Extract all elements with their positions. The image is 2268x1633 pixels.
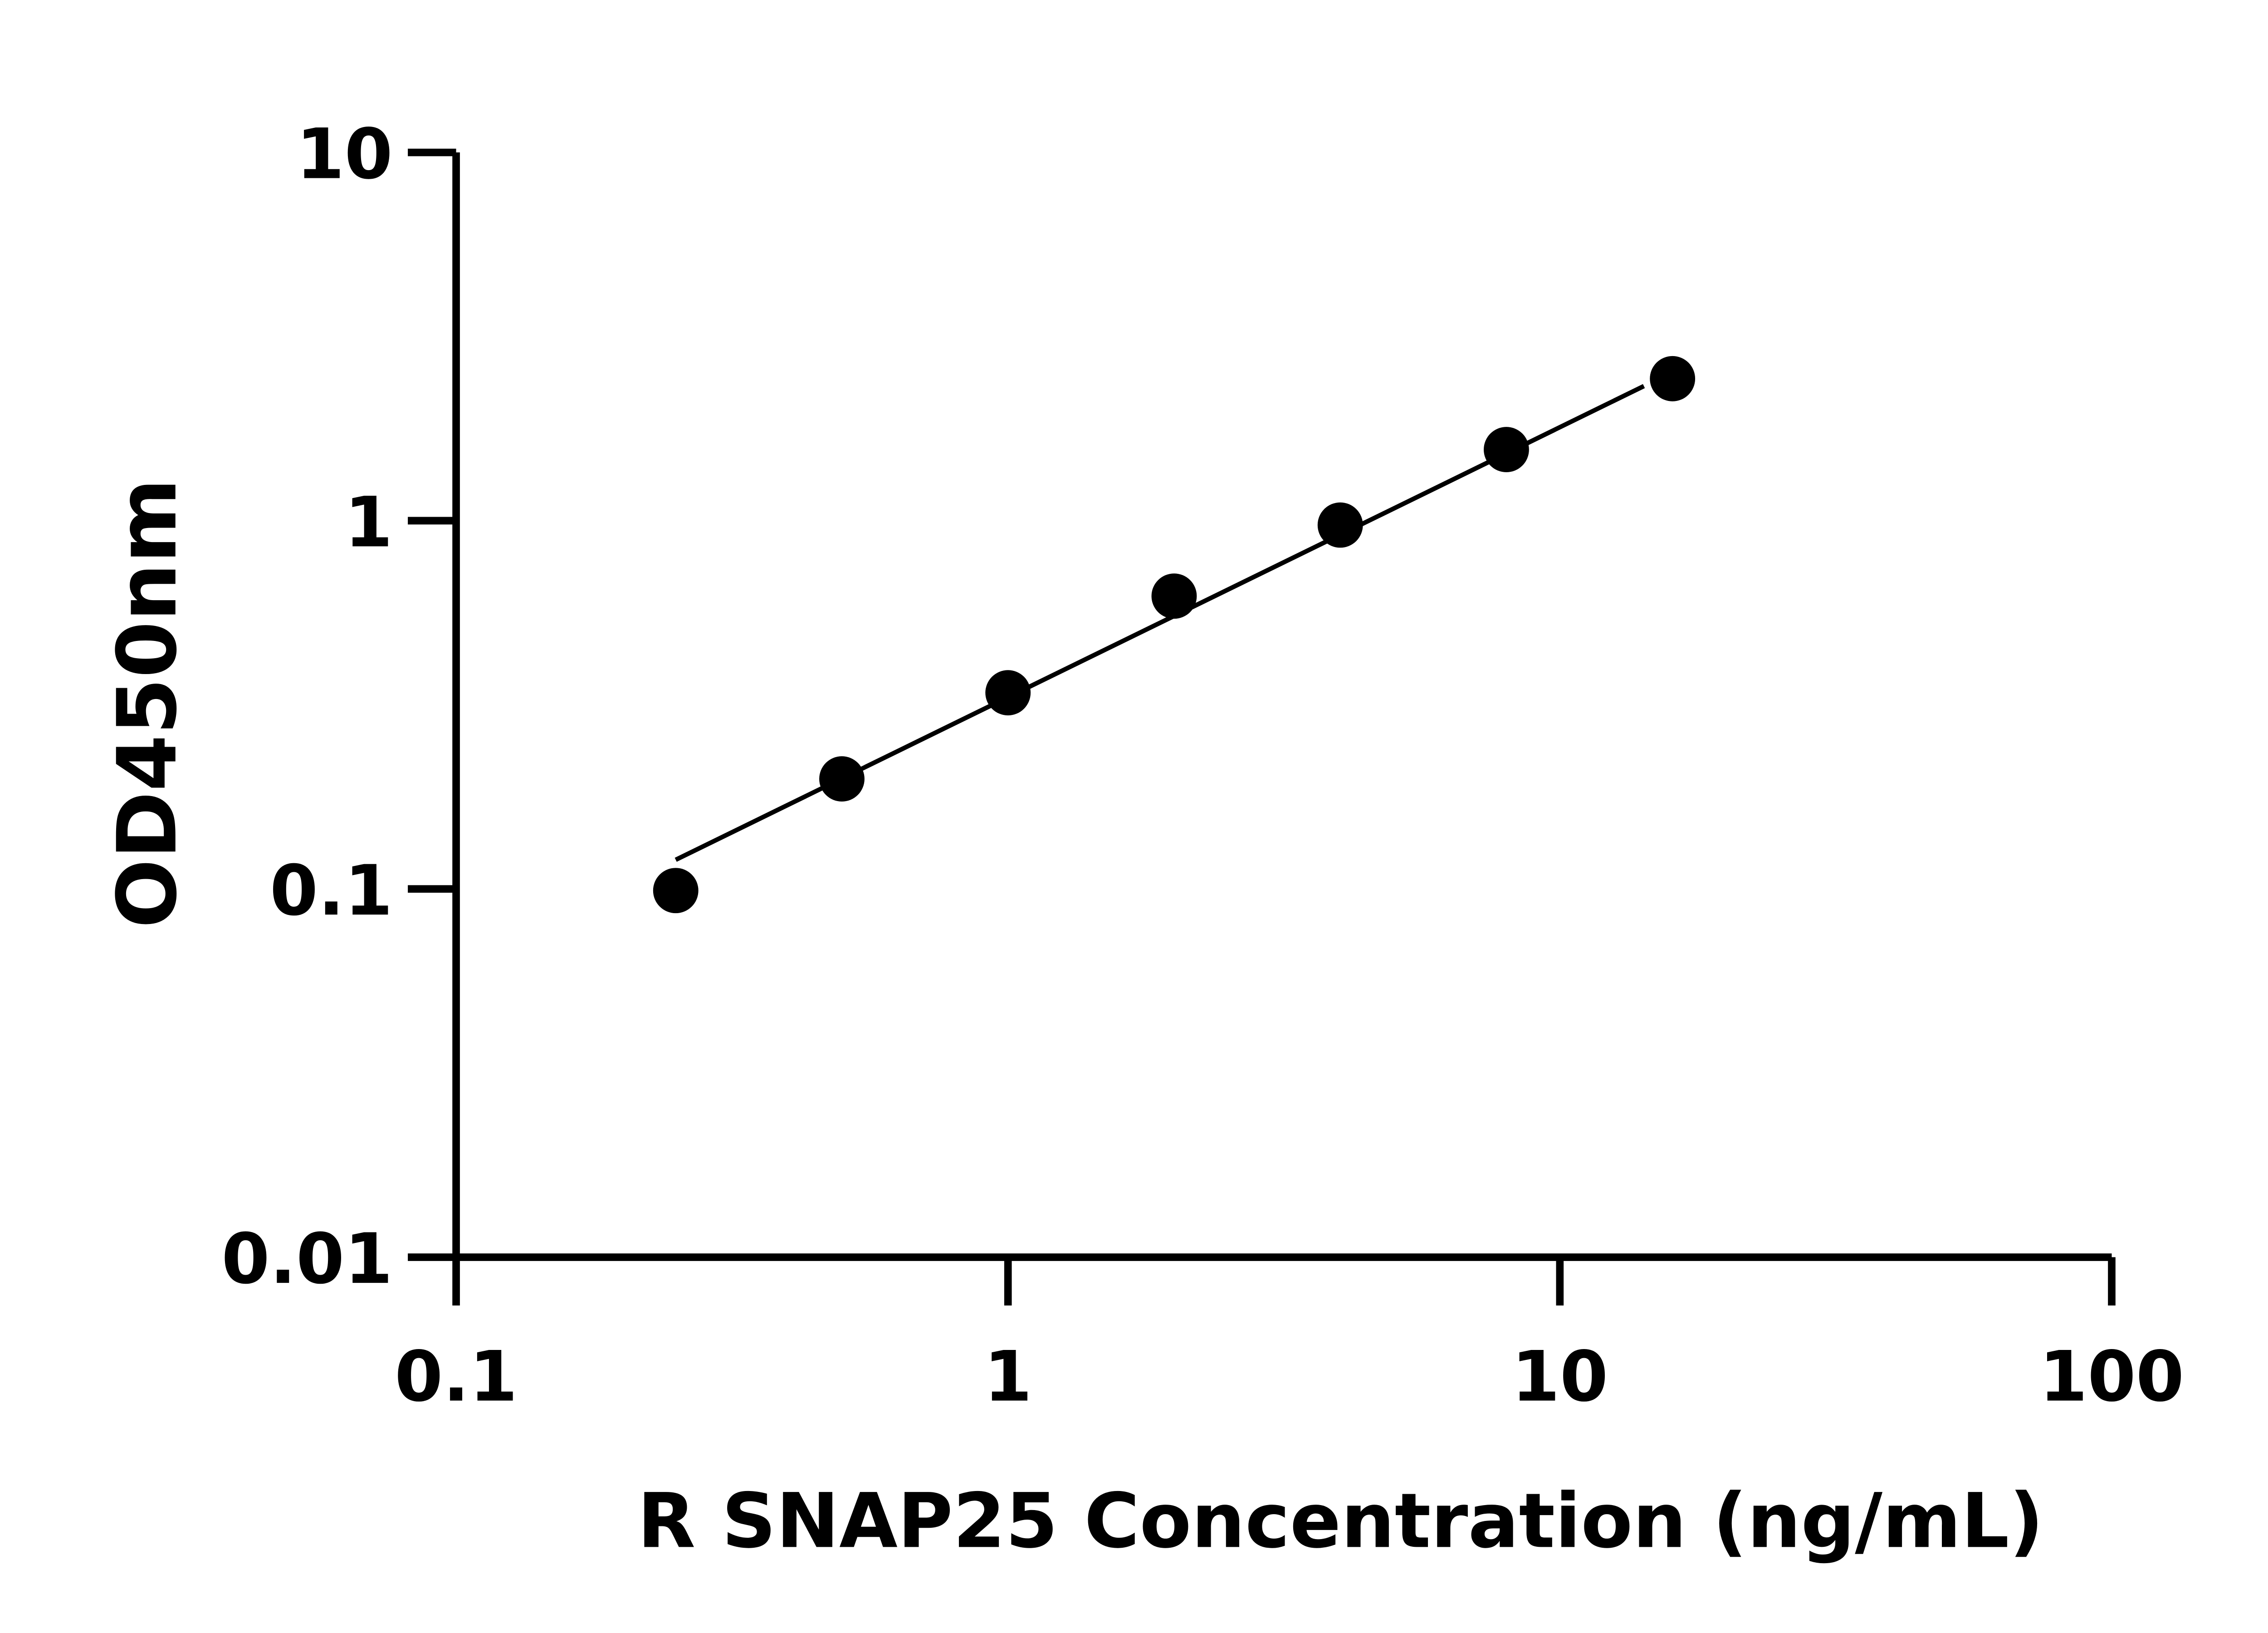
axes: [408, 148, 2116, 1306]
x-tick-label: 1: [984, 1337, 1032, 1418]
data-points: [653, 356, 1696, 914]
data-point: [985, 670, 1031, 716]
data-point: [1151, 573, 1197, 619]
x-tick-labels: 0.1 1 10 100: [395, 1337, 2184, 1418]
y-axis-label: OD450nm: [100, 478, 195, 928]
data-point: [1317, 502, 1363, 548]
data-point: [1484, 427, 1529, 472]
y-tick-labels: 0.01 0.1 1 10: [221, 114, 393, 1300]
x-axis-label: R SNAP25 Concentration (ng/mL): [637, 1477, 2043, 1565]
y-tick-label: 10: [296, 114, 393, 195]
y-tick-label: 0.1: [270, 851, 393, 931]
x-tick-label: 0.1: [395, 1337, 518, 1418]
data-point: [1650, 356, 1696, 401]
x-tick-label: 100: [2039, 1337, 2184, 1418]
y-tick-label: 0.01: [221, 1219, 393, 1300]
y-tick-label: 1: [344, 482, 392, 563]
x-tick-label: 10: [1511, 1337, 1608, 1418]
data-point: [653, 868, 699, 914]
data-point: [819, 756, 865, 802]
